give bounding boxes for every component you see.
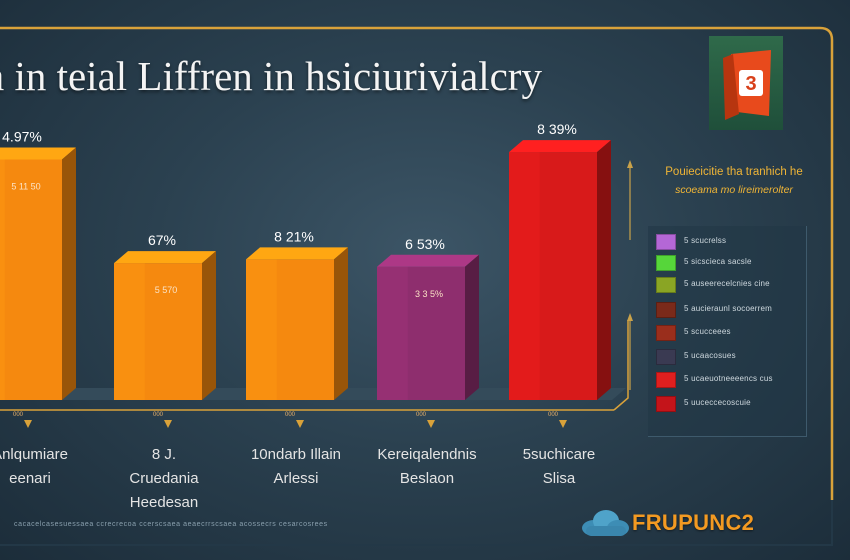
- legend-swatch: [656, 372, 676, 388]
- category-label: 8 J. Cruedania Heedesan: [129, 446, 199, 511]
- legend-title: Pouiecicitie tha tranhich he scoeama mo …: [648, 163, 820, 199]
- bar-group: 8 39% 000: [509, 121, 611, 428]
- bar-side-face: [202, 251, 216, 400]
- category-tick-icon: [24, 420, 32, 428]
- category-label: Kereiqalendnis Beslaon: [377, 446, 477, 487]
- bar-value-label: 8 39%: [537, 121, 577, 137]
- bar: [0, 159, 62, 400]
- bar-value-label: 4.97%: [2, 129, 42, 145]
- bar-top-face: [246, 247, 348, 260]
- bar: [246, 259, 334, 400]
- bar-highlight: [377, 266, 408, 400]
- category-label: 5suchicare Slisa: [522, 446, 596, 487]
- baseline-tick-label: 000: [416, 412, 427, 418]
- legend-swatch: [656, 325, 676, 341]
- bar-value-label: 8 21%: [274, 228, 314, 244]
- bar: [377, 266, 465, 400]
- legend-label: 5 ucaacosues: [684, 351, 736, 360]
- baseline-tick-label: 000: [13, 412, 24, 418]
- bar-top-face: [0, 147, 76, 160]
- bar-inner-label: 3 3 5%: [415, 289, 443, 299]
- bar-value-label: 6 53%: [405, 236, 445, 252]
- bar-group: 67% 5 570 000: [114, 232, 216, 428]
- bar-highlight: [246, 259, 277, 400]
- category-tick-icon: [559, 420, 567, 428]
- baseline-tick-label: 000: [548, 412, 559, 418]
- chart-title: a in teial Liffren in hsiciurivialcry: [0, 53, 542, 99]
- bar-inner-label: 5 11 50: [11, 182, 40, 192]
- bar-group: 6 53% 3 3 5% 000: [377, 236, 479, 428]
- footnote: cacacelcasesuessaea ccrecrecoa ccerscsae…: [14, 521, 328, 528]
- legend-label: 5 auseerecelcnies cine: [684, 279, 770, 288]
- legend-title-line2: scoeama mo lireimerolter: [675, 184, 793, 196]
- legend-swatch: [656, 234, 676, 250]
- category-label: 10ndarb Illain Arlessi: [250, 446, 342, 487]
- legend-label: 5 aucieraunl socoerrem: [684, 304, 772, 313]
- legend: 5 scucrelss 5 sicscieca sacsle 5 auseerece…: [648, 226, 807, 437]
- brand-name: FRUPUNC2: [632, 510, 755, 535]
- bar-inner-label: 5 570: [155, 285, 178, 295]
- legend-swatch: [656, 277, 676, 293]
- bar-top-face: [377, 254, 479, 267]
- baseline-tick-label: 000: [285, 412, 296, 418]
- legend-label: 5 scucceees: [684, 327, 731, 336]
- bar: [509, 152, 597, 400]
- bar-side-face: [597, 140, 611, 400]
- bar-side-face: [465, 254, 479, 400]
- cloud-icon: [582, 510, 629, 536]
- legend-swatch: [656, 396, 676, 412]
- category-label: Anlqumiareeenari: [0, 446, 68, 487]
- logo-flag-icon: 3: [723, 50, 771, 120]
- bar: [114, 263, 202, 400]
- arrowhead-upper-icon: [627, 160, 633, 168]
- bar-highlight: [114, 263, 145, 400]
- legend-swatch: [656, 349, 676, 365]
- bar-highlight: [0, 159, 5, 400]
- logo-badge: 3: [709, 36, 783, 130]
- bar-side-face: [334, 247, 348, 400]
- logo-glyph: 3: [745, 73, 756, 95]
- bar-group: 8 21% 000: [246, 228, 348, 428]
- category-tick-icon: [296, 420, 304, 428]
- bar-top-face: [114, 251, 216, 264]
- arrowhead-lower-icon: [627, 313, 633, 321]
- bar-value-label: 67%: [148, 232, 176, 248]
- legend-label: 5 scucrelss: [684, 236, 727, 245]
- legend-label: 5 sicscieca sacsle: [684, 257, 752, 266]
- bar-side-face: [62, 147, 76, 400]
- bar-highlight: [509, 152, 540, 400]
- axis-riser: [613, 320, 629, 411]
- legend-title-line1: Pouiecicitie tha tranhich he: [665, 166, 803, 178]
- bar-top-face: [509, 140, 611, 153]
- legend-swatch: [656, 255, 676, 271]
- baseline-tick-label: 000: [153, 412, 164, 418]
- category-tick-icon: [427, 420, 435, 428]
- bar-group: 4.97% 5 11 50 000: [0, 129, 76, 428]
- legend-label: 5 uuceccecoscuie: [684, 398, 751, 407]
- legend-label: 5 ucaeuotneeeencs cus: [684, 374, 773, 383]
- category-tick-icon: [164, 420, 172, 428]
- legend-swatch: [656, 302, 676, 318]
